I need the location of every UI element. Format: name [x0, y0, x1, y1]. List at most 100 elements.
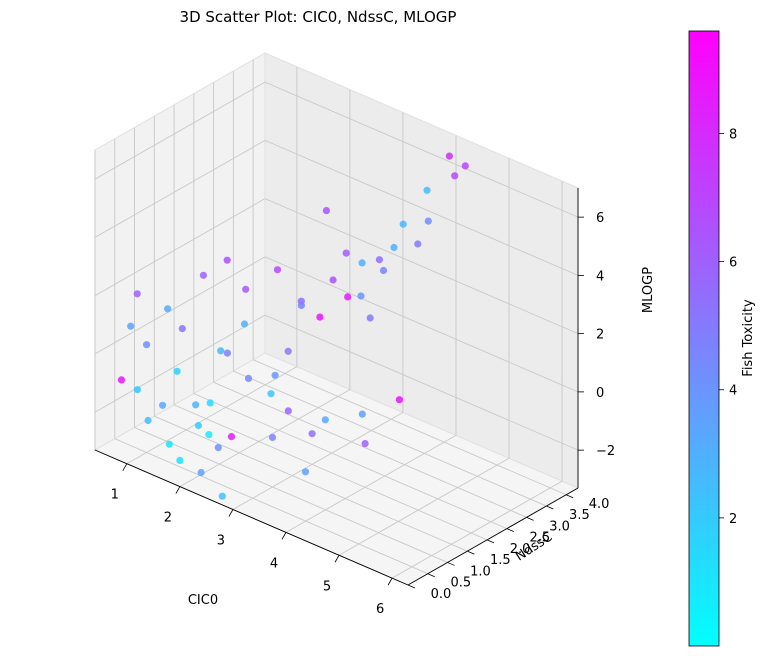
grid-line-z [94, 256, 266, 355]
colorbar-tick-label: 2 [729, 512, 737, 527]
y-tick-mark [447, 562, 455, 566]
data-point [244, 374, 253, 382]
z-tick-label: 6 [596, 211, 604, 226]
data-point [223, 256, 231, 264]
data-point [342, 249, 350, 257]
x-tick-label: 6 [376, 602, 384, 617]
colorbar-tick-label: 8 [729, 128, 737, 143]
data-point [461, 162, 469, 170]
data-point [240, 320, 249, 328]
data-point [284, 407, 292, 415]
x-tick-label: 4 [270, 556, 278, 571]
grid-line-z [264, 81, 579, 218]
data-point [379, 266, 388, 275]
data-point [127, 322, 135, 330]
data-point [445, 152, 453, 160]
grid-line-z [264, 314, 579, 451]
data-point [242, 285, 250, 293]
y-tick-mark [526, 516, 534, 521]
data-point [133, 386, 141, 394]
data-point [308, 430, 316, 438]
data-point [223, 349, 231, 357]
z-axis-label: MLOGP [641, 267, 656, 313]
y-tick-label: 3.0 [549, 519, 570, 534]
data-point [358, 410, 366, 418]
x-tick-label: 3 [217, 534, 225, 549]
grid-line-z [264, 256, 579, 393]
grid-line-z [94, 198, 266, 297]
data-point [322, 207, 330, 215]
data-point [451, 172, 459, 180]
grid-line-y [252, 359, 567, 496]
x-tick-mark [334, 555, 340, 563]
grid-line-y [134, 427, 448, 563]
data-point [361, 440, 369, 448]
grid-line-y [193, 393, 508, 530]
data-point [133, 290, 141, 298]
data-point [194, 421, 202, 430]
data-point [217, 347, 225, 355]
data-point [316, 313, 324, 321]
colorbar-label: Fish Toxicity [741, 299, 756, 377]
data-point [414, 240, 422, 248]
data-point [301, 468, 310, 476]
grid-line-x [285, 434, 457, 533]
z-tick-label: −2 [596, 444, 615, 459]
y-tick-label: 0.5 [450, 576, 471, 591]
x-tick-label: 2 [164, 511, 172, 526]
y-tick-label: 1.0 [470, 564, 491, 579]
grid-line-y [233, 370, 547, 507]
y-tick-mark [407, 584, 416, 589]
x-axis-line [94, 449, 409, 586]
data-point [267, 390, 275, 398]
data-point [199, 271, 207, 279]
data-point [390, 243, 398, 252]
data-point [395, 396, 403, 404]
data-point [424, 217, 432, 225]
colorbar-tick-label: 4 [729, 384, 737, 399]
axes-panes [93, 52, 580, 586]
grid-line-y [154, 415, 468, 552]
data-point [268, 433, 277, 441]
x-tick-label: 1 [111, 488, 119, 503]
y-tick-label: 4.0 [589, 497, 610, 512]
data-point [344, 293, 352, 301]
data-point [271, 371, 279, 379]
data-point [399, 220, 407, 228]
grid-line-y [114, 438, 428, 575]
data-point [159, 401, 167, 409]
y-tick-label: 1.5 [490, 553, 511, 568]
y-tick-label: 2.0 [510, 542, 531, 557]
data-point [206, 399, 214, 407]
data-point [357, 292, 365, 300]
y-axis-line [407, 487, 579, 586]
x-tick-mark [387, 577, 393, 586]
colorbar-tick-label: 6 [729, 256, 737, 271]
x-tick-mark [175, 486, 181, 494]
grid-line-z [94, 81, 266, 180]
data-point [423, 186, 431, 194]
data-point [375, 256, 383, 264]
z-tick-label: 0 [596, 386, 604, 401]
grid-line-z [264, 198, 579, 335]
colorbar [688, 30, 720, 647]
grid-line-x [338, 457, 510, 556]
data-point [143, 341, 151, 349]
data-point [227, 433, 236, 441]
data-point [197, 468, 205, 477]
data-points [117, 152, 469, 500]
data-point [321, 416, 329, 424]
data-point [358, 259, 366, 267]
grid-line-x [232, 412, 404, 510]
data-point [214, 444, 222, 452]
data-point [178, 325, 186, 333]
grid-lines [94, 59, 579, 586]
colorbar-ticks: 2 4 6 8 [719, 128, 737, 527]
grid-line-z [264, 139, 579, 276]
z-tick-label: 4 [596, 269, 604, 284]
data-point [284, 347, 292, 355]
x-tick-mark [281, 532, 287, 540]
tick-labels: 1 2 3 4 5 6 0.00.51.01.52.02.53.03.54.0 −2 0 2 4 6 [111, 211, 616, 617]
chart-title: 3D Scatter Plot: CIC0, NdssC, MLOGP [180, 8, 457, 26]
